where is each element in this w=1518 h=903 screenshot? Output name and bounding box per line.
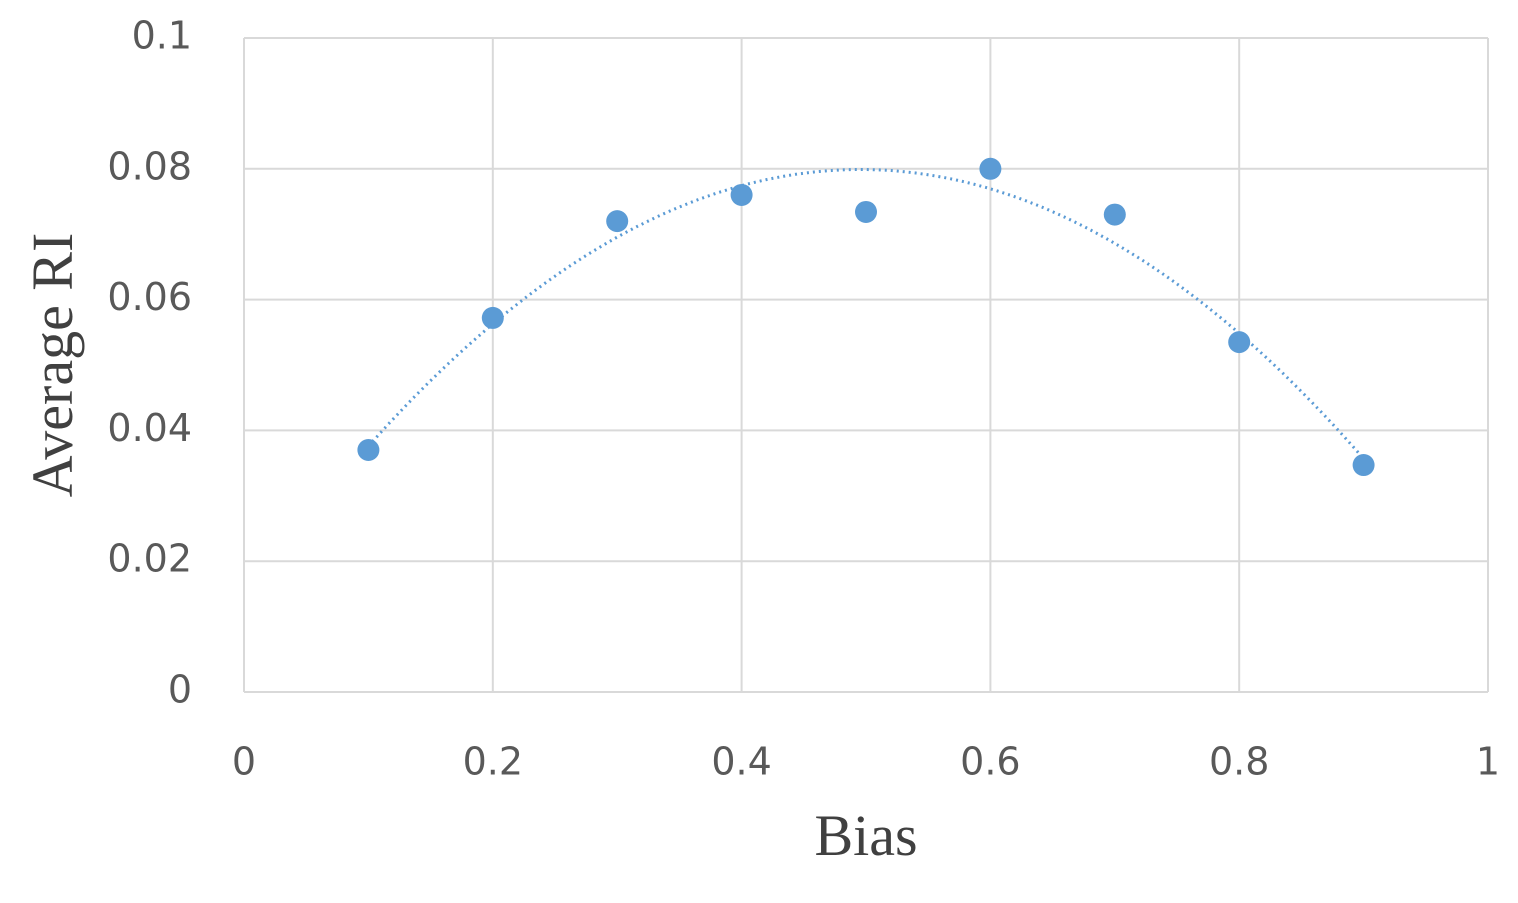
point	[357, 439, 380, 462]
point	[1352, 454, 1375, 477]
x-axis-title: Bias	[814, 803, 917, 868]
y-tick-label: 0.06	[107, 275, 192, 319]
x-tick-label: 0.6	[960, 740, 1020, 784]
y-tick-label: 0.04	[107, 406, 192, 450]
point	[855, 200, 877, 223]
x-tick-label: 0.8	[1209, 740, 1269, 784]
x-tick-label: 0.2	[463, 740, 523, 784]
y-axis-title: Average RI	[20, 233, 85, 498]
x-tick-label: 1	[1476, 740, 1500, 784]
point	[606, 210, 629, 233]
trendline	[367, 168, 1365, 460]
y-tick-label: 0.1	[132, 14, 192, 58]
point	[481, 306, 504, 329]
x-tick-label: 0	[232, 740, 256, 784]
x-tick-label: 0.4	[711, 740, 771, 784]
point	[1103, 203, 1126, 226]
point	[730, 183, 753, 206]
y-tick-label: 0.02	[107, 537, 192, 581]
y-tick-label: 0.08	[107, 144, 192, 188]
y-tick-label: 0	[168, 668, 192, 712]
point	[1228, 331, 1251, 354]
point	[979, 157, 1002, 180]
